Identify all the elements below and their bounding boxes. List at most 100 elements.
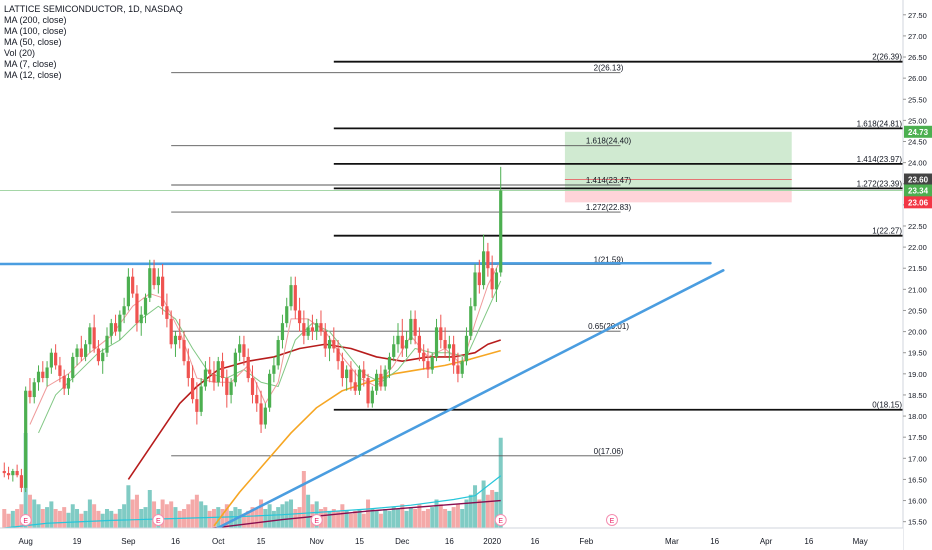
- price-tick-label: 19.00: [908, 370, 927, 379]
- fib-level-label: 0(17.06): [594, 447, 624, 456]
- indicator-ma7[interactable]: MA (7, close): [4, 59, 57, 69]
- candle-body: [375, 373, 379, 391]
- fib-level-label: 1(21.59): [594, 255, 624, 264]
- time-axis-bg: [0, 528, 903, 550]
- volume-bar: [246, 510, 251, 528]
- fib-extension-levels[interactable]: 2(26.39) 2(26.13) 1.618(24.81) 1.618(24.40)…: [171, 53, 903, 457]
- volume-bar: [237, 509, 242, 528]
- volume-bar: [75, 509, 80, 528]
- candle-body: [310, 327, 315, 332]
- volume-bar: [391, 507, 396, 528]
- earnings-event-icon: [605, 514, 618, 526]
- candle-body: [349, 369, 353, 383]
- volume-bar: [267, 504, 272, 528]
- volume-bar: [434, 499, 439, 528]
- candle-body: [379, 373, 383, 387]
- volume-bar: [438, 504, 443, 528]
- price-tick-label: 27.50: [908, 11, 927, 20]
- candle-body: [83, 344, 88, 357]
- time-tick-label: Oct: [212, 537, 225, 546]
- candle-body: [165, 306, 169, 319]
- candle-body: [156, 276, 160, 286]
- fib-level-label: 1.272(22.83): [586, 203, 632, 212]
- candle-body: [88, 327, 92, 345]
- price-label-bg: [904, 125, 932, 138]
- price-tick-label: 16.50: [908, 475, 927, 484]
- candle-body: [71, 356, 75, 379]
- volume-bar: [224, 504, 229, 528]
- candle-body: [285, 306, 289, 324]
- volume-bar: [353, 510, 358, 528]
- candle-body: [113, 323, 118, 332]
- volume-bar: [177, 510, 182, 528]
- time-axis[interactable]: Aug 19 Sep 16 Oct 15 Nov 15 Dec 16 2020 16 Feb Mar 16 A…: [0, 527, 903, 550]
- candle-body: [473, 272, 477, 307]
- candle-body: [357, 369, 362, 391]
- volume-bar: [425, 509, 430, 528]
- candle-body: [75, 348, 79, 357]
- earnings-event-icon: [310, 514, 323, 526]
- candle-body: [41, 371, 45, 379]
- candle-body: [229, 382, 233, 395]
- price-tick-label: 20.00: [908, 328, 927, 337]
- candle-body: [139, 314, 143, 324]
- candle-body: [66, 378, 71, 389]
- price-tick-label: 24.00: [908, 159, 927, 168]
- volume-bar: [254, 509, 259, 528]
- volume-bar: [348, 513, 353, 528]
- candle-body: [58, 365, 62, 376]
- candle-body: [293, 285, 297, 311]
- symbol-title[interactable]: LATTICE SEMICONDUCTOR, 1D, NASDAQ: [4, 4, 183, 14]
- volume-bar: [447, 510, 452, 528]
- volume-bar: [10, 510, 15, 528]
- price-label-text: 23.60: [908, 176, 929, 185]
- volume-bar: [45, 507, 50, 528]
- indicator-ma200[interactable]: MA (200, close): [4, 15, 67, 25]
- indicator-ma50[interactable]: MA (50, close): [4, 37, 62, 47]
- price-tick-label: 19.50: [908, 349, 927, 358]
- trendline: [204, 269, 725, 536]
- volume-bar: [126, 485, 131, 528]
- volume-bar: [211, 509, 216, 528]
- trendlines[interactable]: [0, 261, 725, 536]
- candle-body: [2, 470, 6, 474]
- volume-bar: [27, 494, 32, 528]
- candle-body: [220, 361, 225, 379]
- candle-body: [126, 276, 130, 307]
- candle-body: [233, 352, 237, 383]
- volume-bar: [113, 513, 118, 528]
- fib-level-label: 1.272(23.39): [857, 179, 903, 188]
- price-tick-label: 26.00: [908, 74, 927, 83]
- earnings-event-label: E: [498, 518, 503, 525]
- volume-bar: [164, 504, 169, 528]
- volume-bar: [455, 504, 460, 528]
- volume-bar: [366, 499, 371, 528]
- position-profit-zone: [564, 131, 792, 191]
- volume-bar: [306, 494, 311, 528]
- candle-body: [392, 344, 396, 357]
- indicator-ma12[interactable]: MA (12, close): [4, 70, 62, 80]
- indicator-vol[interactable]: Vol (20): [4, 48, 36, 58]
- time-tick-label: 15: [355, 537, 364, 546]
- volume-bar: [490, 490, 495, 528]
- candle-body: [263, 407, 267, 425]
- volume-bar: [323, 507, 328, 528]
- price-axis[interactable]: 27.50 27.00 26.50 26.00 25.50 25.00 24.50 24.00…: [902, 0, 932, 550]
- long-position-box[interactable]: [0, 131, 903, 203]
- time-tick-label: 19: [73, 537, 82, 546]
- candle-body: [276, 340, 280, 366]
- indicator-ma100[interactable]: MA (100, close): [4, 26, 67, 36]
- earnings-event-icon: [494, 514, 507, 526]
- volume-bar: [259, 499, 264, 528]
- volume-bar: [421, 510, 426, 528]
- time-tick-label: Apr: [760, 537, 773, 546]
- price-tick-label: 21.00: [908, 285, 927, 294]
- candle-body: [143, 297, 148, 315]
- volume-bar: [460, 509, 465, 528]
- volume-bar: [169, 501, 174, 528]
- volume-bar: [357, 509, 362, 528]
- candle-body: [362, 369, 366, 379]
- candle-body: [208, 369, 212, 374]
